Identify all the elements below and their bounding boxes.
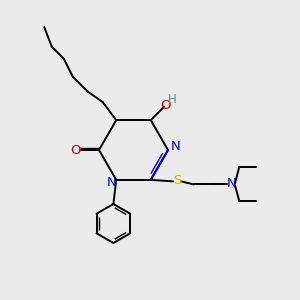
Text: N: N — [227, 177, 237, 190]
Text: S: S — [173, 174, 181, 187]
Text: N: N — [171, 140, 180, 154]
Text: N: N — [107, 176, 117, 189]
Text: O: O — [160, 99, 171, 112]
Text: O: O — [71, 143, 81, 157]
Text: H: H — [168, 93, 177, 106]
